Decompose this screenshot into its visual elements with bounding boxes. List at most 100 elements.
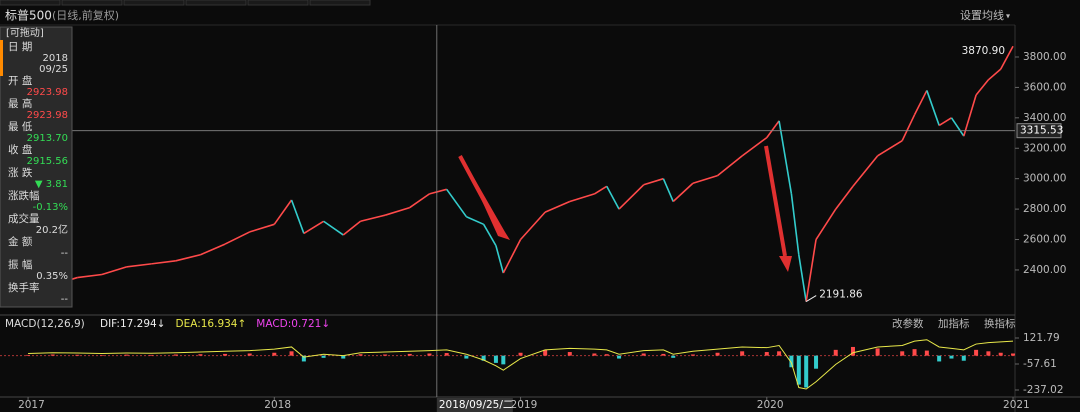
- macd-bar: [247, 353, 252, 356]
- price-segment: [151, 260, 176, 265]
- y-tick-label: -237.02: [1023, 384, 1064, 396]
- macd-bar: [407, 353, 412, 356]
- macd-bar: [974, 349, 979, 356]
- field-value: 2923.98: [27, 87, 68, 98]
- macd-bar: [124, 354, 129, 356]
- field-label: 涨 跌: [8, 166, 33, 179]
- price-segment: [495, 245, 505, 274]
- macd-bar: [833, 349, 838, 356]
- macd-bar: [850, 346, 855, 356]
- price-segment: [618, 184, 645, 210]
- field-label: 振 幅: [8, 258, 32, 271]
- y-tick-label: 2800.00: [1023, 203, 1066, 215]
- dropdown-caret[interactable]: ▾: [1006, 12, 1010, 21]
- price-segment: [569, 193, 595, 203]
- macd-bar: [617, 355, 622, 359]
- crosshair-value-box: [1016, 123, 1062, 139]
- ma-button[interactable]: 设置均线: [960, 8, 1004, 22]
- macd-bar: [321, 355, 326, 358]
- field-value: ▼ 3.81: [35, 179, 68, 190]
- macd-bar: [493, 355, 498, 363]
- price-segment: [429, 188, 447, 195]
- macd-bar: [427, 353, 432, 356]
- price-segment: [224, 231, 251, 245]
- x-tick-label: 2021: [1003, 399, 1030, 411]
- price-segment: [815, 208, 837, 240]
- dif-line: [28, 339, 1014, 390]
- macd-bar: [912, 349, 917, 356]
- price-segment: [741, 136, 768, 157]
- macd-bar: [900, 351, 905, 356]
- macd-bar: [961, 355, 966, 361]
- macd-bar: [986, 351, 991, 356]
- indicator-readout: MACD:0.721↓: [256, 318, 330, 330]
- x-tick-label: 2018: [264, 399, 291, 411]
- price-segment: [323, 220, 344, 236]
- tab-strip[interactable]: [0, 0, 371, 6]
- macd-bar: [804, 355, 809, 388]
- price-segment: [1000, 45, 1014, 70]
- annotation-arrow: [779, 256, 792, 272]
- price-segment: [290, 199, 305, 234]
- macd-bar: [501, 355, 506, 365]
- field-value: 2913.70: [27, 133, 68, 144]
- indicator-title: MACD(12,26,9): [5, 318, 85, 330]
- indicator-button[interactable]: 改参数: [892, 317, 924, 330]
- x-tick-label: 2019: [511, 399, 538, 411]
- price-segment: [200, 243, 226, 256]
- price-segment: [835, 185, 854, 210]
- indicator-button[interactable]: 加指标: [938, 317, 970, 330]
- price-segment: [466, 215, 484, 226]
- field-label: 最 高: [8, 97, 32, 110]
- macd-bar: [715, 352, 720, 356]
- macd-panel: 121.79 -57.61 -237.02 MACD(12,26,9) DIF:17.2…: [0, 317, 1064, 396]
- macd-bar: [937, 355, 942, 362]
- field-label: 换手率: [8, 281, 40, 294]
- field-value: 09/25: [39, 64, 68, 75]
- price-segment: [950, 117, 965, 137]
- low-label: 2191.86: [819, 289, 863, 301]
- field-value: --: [61, 248, 69, 259]
- price-segment: [249, 223, 275, 233]
- price-segment: [360, 214, 386, 223]
- field-value: 2915.56: [27, 156, 68, 167]
- price-segment: [126, 263, 152, 268]
- macd-bar: [481, 355, 486, 361]
- indicator-button[interactable]: 换指标: [984, 317, 1016, 330]
- x-tick-label: 2020: [757, 399, 784, 411]
- macd-bar: [671, 355, 676, 358]
- chart-title: 标普500: [5, 9, 52, 23]
- macd-bar: [924, 350, 929, 356]
- price-segment: [987, 68, 1002, 81]
- macd-bar: [444, 353, 449, 356]
- field-value: --: [61, 294, 69, 305]
- macd-bar: [173, 354, 178, 356]
- macd-bar: [301, 355, 306, 362]
- price-segment: [519, 211, 546, 241]
- y-tick-label: -57.61: [1023, 358, 1057, 370]
- y-tick-label: 3800.00: [1023, 51, 1066, 63]
- macd-bar: [99, 355, 104, 356]
- price-segment: [805, 239, 817, 302]
- price-segment: [766, 120, 780, 139]
- field-label: 日 期: [8, 41, 32, 53]
- price-segment: [594, 185, 608, 195]
- field-value: 2018: [43, 53, 68, 64]
- price-panel: 2400.00 2600.00 2800.00 3000.00 3200.00 3400.…: [0, 25, 1066, 412]
- price-segment: [717, 155, 743, 177]
- crosshair-date: 2018/09/25/二: [439, 399, 514, 411]
- price-segment: [662, 178, 674, 202]
- price-segment: [384, 206, 410, 216]
- high-label: 3870.90: [962, 45, 1005, 57]
- price-segment: [101, 266, 127, 276]
- macd-bar: [543, 349, 548, 356]
- price-segment: [692, 174, 718, 185]
- macd-bar: [764, 352, 769, 356]
- macd-bar: [518, 352, 523, 356]
- macd-bar: [50, 354, 55, 356]
- drag-label: [可拖动]: [6, 26, 44, 39]
- macd-bar: [949, 355, 954, 359]
- macd-bar: [289, 351, 294, 356]
